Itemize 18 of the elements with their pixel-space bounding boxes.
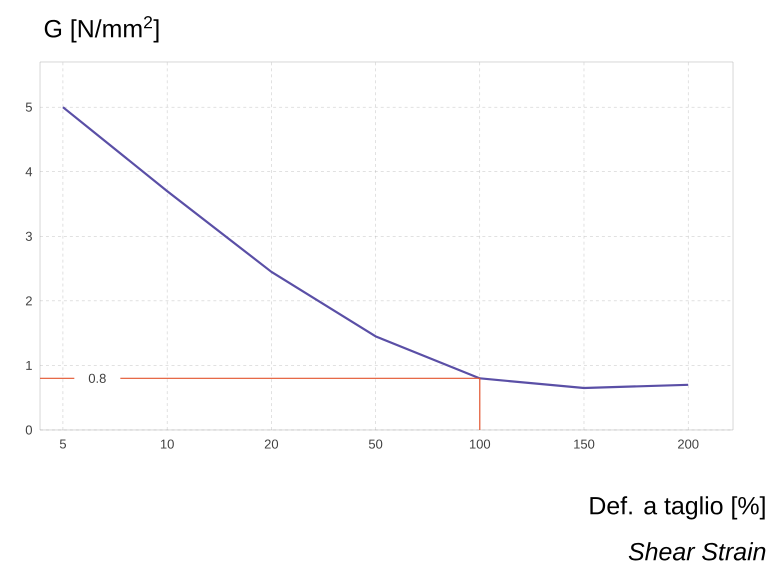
x-axis-title: Def. a taglio [%]	[590, 496, 765, 520]
y-tick-label: 1	[26, 360, 32, 370]
y-axis-title: G [N/mm$^{2}$]	[44, 16, 158, 42]
x-tick-label: 100	[470, 440, 490, 449]
x-tick-label: 200	[678, 440, 699, 449]
x-tick-label: 5	[60, 440, 66, 449]
x-tick-label: 10	[160, 440, 174, 449]
y-tick-label: 4	[26, 167, 32, 176]
line-series	[62, 106, 690, 390]
text: Shear Strain	[628, 542, 766, 560]
x-tick-label: 50	[368, 440, 382, 449]
ref-line-label: 0.8	[88, 374, 106, 383]
x-tick-label: 150	[574, 440, 594, 449]
y-tick-label: 3	[26, 232, 32, 241]
y-tick-label: 5	[26, 102, 32, 112]
y-tick-label: 2	[26, 296, 32, 306]
x-tick-label: 20	[264, 440, 278, 449]
y-tick-label: 0	[26, 425, 32, 435]
